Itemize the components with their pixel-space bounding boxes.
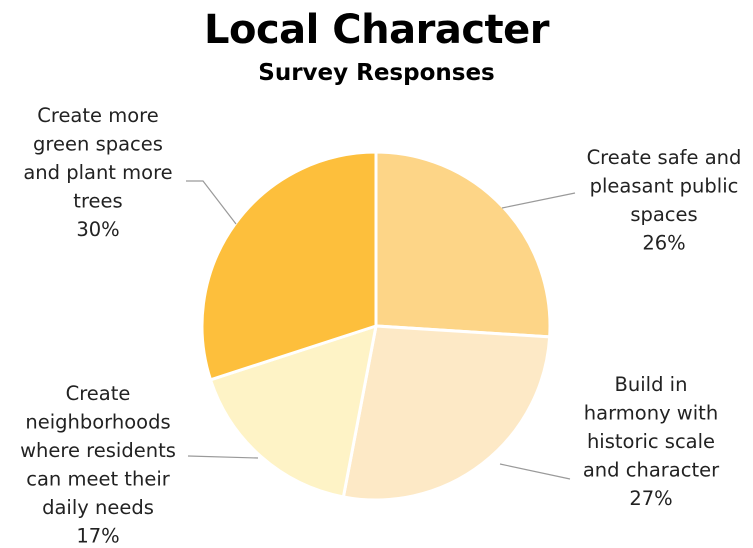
- pie-slice: [341, 324, 552, 502]
- slice-label: Build in harmony with historic scale and ch…: [583, 373, 720, 510]
- leader-line: [186, 180, 237, 225]
- slice-label-line: where residents: [20, 439, 176, 462]
- slice-label: Create neighborhoods where residents can me…: [20, 382, 176, 548]
- slice-label-line: daily needs: [42, 496, 154, 519]
- slice-label-line: Create: [66, 382, 131, 405]
- slice-percent-label: 26%: [642, 232, 685, 255]
- leader-line: [501, 192, 576, 209]
- slice-labels: Create safe and pleasant public spaces 26% B…: [20, 104, 741, 548]
- slice-label: Create safe and pleasant public spaces 26%: [587, 146, 742, 255]
- slice-label-line: trees: [73, 190, 122, 213]
- slice-label-line: and plant more: [23, 161, 172, 184]
- slice-label-line: and character: [583, 459, 720, 482]
- leader-lines: [186, 180, 576, 480]
- leader-line: [499, 463, 571, 480]
- chart-subtitle: Survey Responses: [258, 60, 495, 86]
- slice-label-line: harmony with: [584, 402, 718, 425]
- slice-label-line: Build in: [615, 373, 688, 396]
- slice-label-line: pleasant public: [590, 175, 739, 198]
- slice-label-line: Create more: [37, 104, 159, 127]
- slice-percent-label: 27%: [629, 487, 672, 510]
- slice-label-line: spaces: [630, 203, 697, 226]
- slice-percent-label: 17%: [76, 525, 119, 548]
- chart-title: Local Character: [203, 7, 550, 53]
- slice-label-line: green spaces: [33, 133, 163, 156]
- leader-line: [187, 455, 259, 459]
- slice-percent-label: 30%: [76, 218, 119, 241]
- slice-label-line: neighborhoods: [25, 411, 170, 434]
- slice-label: Create more green spaces and plant more tre…: [23, 104, 172, 241]
- pie-slice: [374, 150, 552, 339]
- pie-slice: [209, 324, 378, 499]
- pie-slices: [200, 150, 552, 502]
- slice-label-line: can meet their: [26, 468, 170, 491]
- slice-label-line: historic scale: [587, 430, 715, 453]
- slice-label-line: Create safe and: [587, 146, 742, 169]
